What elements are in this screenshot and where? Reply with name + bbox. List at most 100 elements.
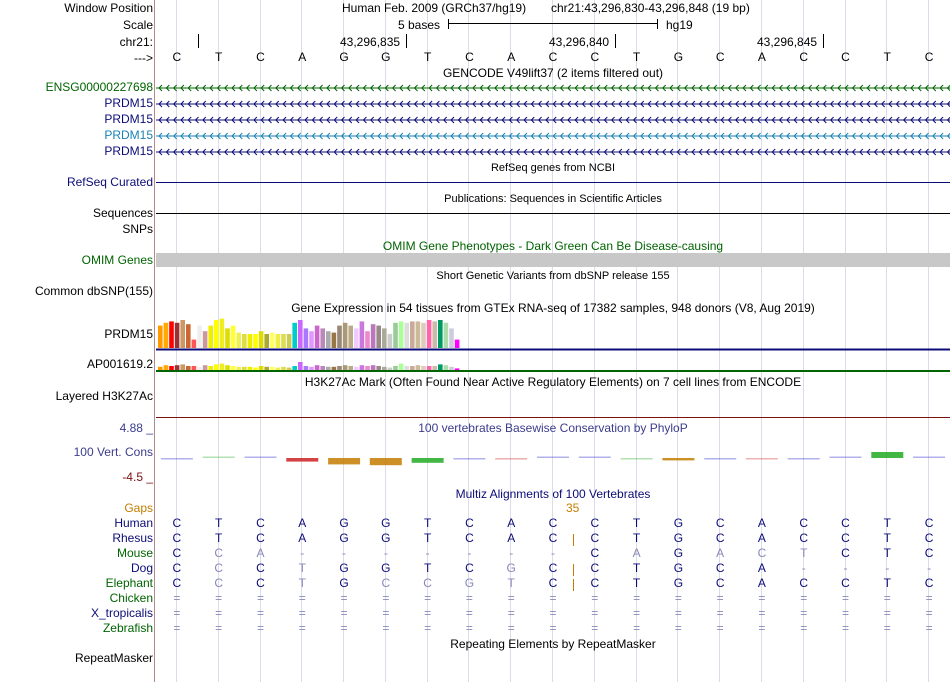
phylop-mark[interactable] xyxy=(328,458,361,465)
gtex-prdm15-bar[interactable] xyxy=(370,324,376,348)
gtex-ap-bar[interactable] xyxy=(309,366,314,370)
label-gtex-ap[interactable]: AP001619.2 xyxy=(86,357,153,371)
gtex-ap-bar[interactable] xyxy=(370,365,376,370)
omim-bar[interactable] xyxy=(156,253,950,267)
gtex-prdm15-bar[interactable] xyxy=(281,334,286,348)
gtex-ap-bar[interactable] xyxy=(314,365,320,370)
gene-prdm15-1[interactable] xyxy=(156,97,950,111)
gtex-prdm15-bar[interactable] xyxy=(253,334,258,348)
gtex-ap-bar[interactable] xyxy=(158,366,163,370)
gtex-prdm15-bar[interactable] xyxy=(449,328,454,348)
gtex-ap-bar[interactable] xyxy=(247,366,253,370)
gtex-prdm15-bar[interactable] xyxy=(298,320,303,348)
gtex-ap-bar[interactable] xyxy=(298,362,303,370)
gtex-prdm15-bar[interactable] xyxy=(258,331,264,348)
gtex-prdm15-bar[interactable] xyxy=(242,334,247,348)
phylop-mark[interactable] xyxy=(871,452,904,458)
label-gtex-prdm15[interactable]: PRDM15 xyxy=(104,327,153,341)
gtex-ap-bar[interactable] xyxy=(286,367,292,370)
gtex-prdm15-bar[interactable] xyxy=(320,328,325,348)
species-label[interactable]: Zebrafish xyxy=(102,621,153,635)
label-phylop[interactable]: 100 Vert. Cons xyxy=(73,445,153,459)
gtex-prdm15-bar[interactable] xyxy=(415,321,421,348)
gtex-prdm15-bar[interactable] xyxy=(326,331,331,348)
gtex-prdm15-bar[interactable] xyxy=(180,320,185,348)
gtex-ap-bar[interactable] xyxy=(174,365,180,370)
gene-prdm15-3[interactable] xyxy=(156,129,950,143)
gtex-ap-bar[interactable] xyxy=(208,366,213,370)
gtex-ap-bar[interactable] xyxy=(387,367,393,370)
gtex-prdm15-bar[interactable] xyxy=(214,320,219,348)
gtex-prdm15-bar[interactable] xyxy=(404,322,409,348)
phylop-mark[interactable] xyxy=(286,458,319,462)
gtex-prdm15-bar[interactable] xyxy=(247,334,253,348)
gtex-prdm15-bar[interactable] xyxy=(443,322,449,348)
gtex-ap-bar[interactable] xyxy=(454,368,460,370)
gtex-ap-bar[interactable] xyxy=(354,366,359,370)
gtex-ap-bar[interactable] xyxy=(421,366,426,370)
gtex-prdm15-bar[interactable] xyxy=(158,325,163,348)
gtex-prdm15-bar[interactable] xyxy=(359,321,365,348)
phylop-mark[interactable] xyxy=(913,456,946,459)
gtex-prdm15-bar[interactable] xyxy=(230,325,236,348)
label-common-dbsnp[interactable]: Common dbSNP(155) xyxy=(34,284,153,298)
phylop-mark[interactable] xyxy=(745,458,778,460)
gtex-prdm15-bar[interactable] xyxy=(236,332,241,348)
gtex-prdm15-bar[interactable] xyxy=(398,321,404,348)
gtex-ap-bar[interactable] xyxy=(426,366,432,370)
gtex-ap-bar[interactable] xyxy=(326,366,331,370)
gtex-prdm15-bar[interactable] xyxy=(303,328,309,348)
gtex-prdm15-bar[interactable] xyxy=(202,331,208,348)
gtex-prdm15-bar[interactable] xyxy=(191,339,197,348)
label-snps[interactable]: SNPs xyxy=(122,222,153,236)
gtex-prdm15-bar[interactable] xyxy=(393,322,398,348)
gtex-ap-bar[interactable] xyxy=(443,365,449,370)
gtex-ap-bar[interactable] xyxy=(180,364,185,370)
gtex-chart[interactable] xyxy=(156,316,950,374)
gtex-ap-bar[interactable] xyxy=(202,365,208,370)
gtex-ap-bar[interactable] xyxy=(449,366,454,370)
gtex-ap-bar[interactable] xyxy=(337,366,342,370)
gtex-ap-bar[interactable] xyxy=(230,366,236,370)
gtex-ap-bar[interactable] xyxy=(365,366,370,370)
label-sequences[interactable]: Sequences xyxy=(92,206,153,220)
gtex-ap-bar[interactable] xyxy=(393,366,398,370)
phylop-mark[interactable] xyxy=(160,458,193,460)
gtex-ap-bar[interactable] xyxy=(415,365,421,370)
gtex-ap-bar[interactable] xyxy=(404,366,409,370)
gtex-ap-bar[interactable] xyxy=(342,365,348,370)
label-repeatmasker[interactable]: RepeatMasker xyxy=(74,651,153,665)
species-label[interactable]: Elephant xyxy=(105,576,153,590)
gtex-ap-bar[interactable] xyxy=(242,366,247,370)
gtex-ap-bar[interactable] xyxy=(214,364,219,370)
gtex-ap-bar[interactable] xyxy=(225,365,230,370)
phylop-mark[interactable] xyxy=(202,456,235,459)
gtex-ap-bar[interactable] xyxy=(275,367,281,370)
gtex-ap-bar[interactable] xyxy=(197,366,202,370)
gtex-prdm15-bar[interactable] xyxy=(432,321,437,348)
phylop-mark[interactable] xyxy=(244,456,277,459)
label-refseq[interactable]: RefSeq Curated xyxy=(66,175,153,189)
gtex-prdm15-bar[interactable] xyxy=(348,325,353,348)
species-label[interactable]: Human xyxy=(114,516,153,530)
gtex-prdm15-bar[interactable] xyxy=(163,322,169,348)
phylop-mark[interactable] xyxy=(495,458,528,460)
gtex-prdm15-bar[interactable] xyxy=(309,331,314,348)
gtex-prdm15-bar[interactable] xyxy=(426,320,432,348)
gtex-prdm15-bar[interactable] xyxy=(438,320,443,348)
gtex-prdm15-bar[interactable] xyxy=(286,334,292,348)
phylop-mark[interactable] xyxy=(453,458,486,460)
gtex-ap-bar[interactable] xyxy=(253,367,258,370)
gtex-prdm15-bar[interactable] xyxy=(275,334,281,348)
label-h3k27ac[interactable]: Layered H3K27Ac xyxy=(55,389,153,403)
gtex-prdm15-bar[interactable] xyxy=(174,322,180,348)
species-label[interactable]: Chicken xyxy=(109,591,153,605)
gene-ensg[interactable] xyxy=(156,81,950,95)
gtex-ap-bar[interactable] xyxy=(303,366,309,370)
gtex-prdm15-bar[interactable] xyxy=(225,328,230,348)
gtex-ap-bar[interactable] xyxy=(258,366,264,370)
label-omim[interactable]: OMIM Genes xyxy=(81,253,153,267)
gtex-prdm15-bar[interactable] xyxy=(410,321,415,348)
species-label[interactable]: Dog xyxy=(130,561,153,575)
gtex-prdm15-bar[interactable] xyxy=(208,325,213,348)
